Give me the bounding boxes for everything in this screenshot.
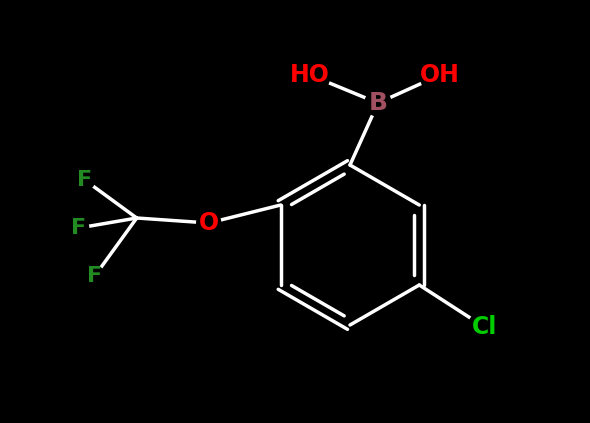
Circle shape <box>85 266 104 286</box>
Text: F: F <box>71 218 86 238</box>
Circle shape <box>365 90 391 116</box>
Text: F: F <box>87 266 102 286</box>
Circle shape <box>420 55 460 95</box>
Text: HO: HO <box>290 63 330 87</box>
Text: O: O <box>199 211 219 235</box>
Text: F: F <box>77 170 92 190</box>
Circle shape <box>75 170 95 190</box>
Circle shape <box>290 55 330 95</box>
Text: B: B <box>369 91 388 115</box>
Text: Cl: Cl <box>471 315 497 339</box>
Circle shape <box>468 311 500 343</box>
Text: OH: OH <box>420 63 460 87</box>
Circle shape <box>196 211 221 235</box>
Circle shape <box>68 218 88 238</box>
